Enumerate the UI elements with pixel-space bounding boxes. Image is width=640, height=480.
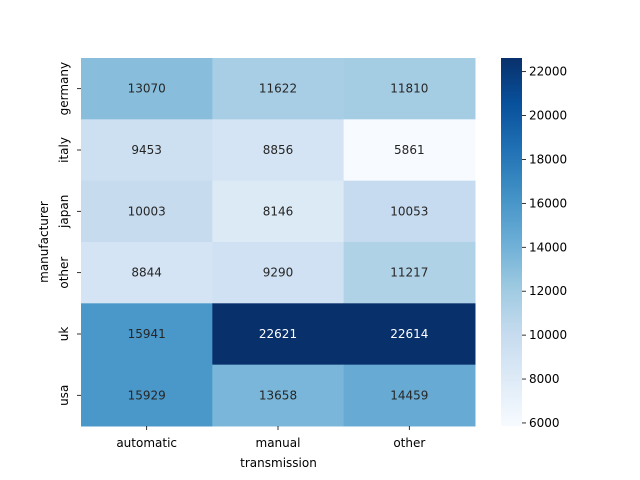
x-tick-label: manual (256, 436, 301, 450)
colorbar-tick-label: 18000 (529, 152, 567, 166)
cell-value-label: 8146 (263, 204, 294, 218)
y-tick-label: japan (57, 195, 71, 229)
heatmap-cell (212, 180, 345, 243)
cell-value-label: 9290 (263, 266, 294, 280)
colorbar-ticks: 6000 8000 10000 12000 14000 16000 18000 20000 22… (522, 65, 567, 430)
heatmap-cell (212, 364, 345, 427)
cell-value-label: 14459 (390, 388, 428, 402)
colorbar-tick-label: 20000 (529, 109, 567, 123)
colorbar-tick-label: 22000 (529, 65, 567, 79)
heatmap-cell (343, 303, 476, 366)
cell-value-label: 15941 (128, 327, 166, 341)
y-axis-ticks: germany italy japan other uk usa (57, 62, 81, 406)
heatmap-cell (343, 58, 476, 120)
cell-value-label: 22621 (259, 327, 297, 341)
cell-value-label: 13658 (259, 388, 297, 402)
colorbar (501, 58, 522, 426)
heatmap-cell (343, 364, 476, 427)
cell-value-label: 11217 (390, 266, 428, 280)
cell-value-label: 11622 (259, 82, 297, 96)
y-axis-label: manufacturer (37, 201, 51, 283)
x-tick-label: automatic (116, 436, 177, 450)
heatmap-cell (81, 364, 213, 427)
x-axis-ticks: automatic manual other (116, 426, 425, 450)
cell-value-label: 10003 (128, 204, 166, 218)
colorbar-tick-label: 10000 (529, 328, 567, 342)
cell-value-label: 15929 (128, 388, 166, 402)
colorbar-tick-label: 8000 (529, 372, 560, 386)
heatmap-cell (81, 119, 213, 182)
y-tick-label: uk (57, 327, 71, 342)
heatmap-cell (81, 58, 213, 120)
cell-value-label: 5861 (394, 143, 425, 157)
cell-value-label: 22614 (390, 327, 428, 341)
colorbar-tick-label: 16000 (529, 196, 567, 210)
cell-value-label: 11810 (390, 82, 428, 96)
y-tick-label: germany (57, 62, 71, 115)
heatmap-cell (343, 241, 476, 304)
heatmap-cells: 13070 11622 11810 9453 8856 5861 10003 8146 1005… (81, 58, 476, 427)
y-tick-label: italy (57, 137, 71, 163)
heatmap-cell (343, 180, 476, 243)
heatmap-cell (212, 241, 345, 304)
y-tick-label: other (57, 257, 71, 289)
heatmap-cell (81, 241, 213, 304)
y-tick-label: usa (57, 385, 71, 406)
colorbar-tick-label: 14000 (529, 240, 567, 254)
cell-value-label: 9453 (131, 143, 162, 157)
x-tick-label: other (393, 436, 425, 450)
colorbar-tick-label: 12000 (529, 284, 567, 298)
heatmap-cell (343, 119, 476, 182)
cell-value-label: 8856 (263, 143, 294, 157)
cell-value-label: 8844 (131, 266, 162, 280)
heatmap-cell (212, 303, 345, 366)
heatmap-cell (81, 180, 213, 243)
x-axis-label: transmission (240, 456, 317, 470)
colorbar-tick-label: 6000 (529, 416, 560, 430)
heatmap-cell (212, 58, 345, 120)
cell-value-label: 10053 (390, 204, 428, 218)
heatmap-cell (212, 119, 345, 182)
cell-value-label: 13070 (128, 82, 166, 96)
heatmap-cell (81, 303, 213, 366)
